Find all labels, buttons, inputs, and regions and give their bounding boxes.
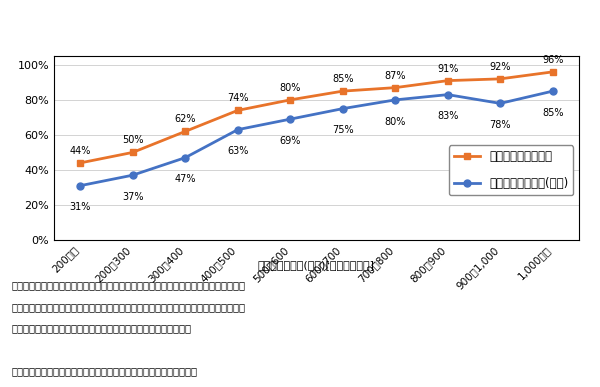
- 子どものいる割合(推計): [392, 98, 399, 102]
- 婚姻経験がある割合: [77, 161, 84, 165]
- Text: 74%: 74%: [227, 93, 248, 103]
- Line: 子どものいる割合(推計): 子どものいる割合(推計): [77, 88, 556, 189]
- Text: のいずれか）の子どもの有無は統計から直接得られないため、同じ年収の男性の: のいずれか）の子どもの有無は統計から直接得られないため、同じ年収の男性の: [12, 302, 246, 312]
- Text: （出所）総務省「令和４年就業構造基本調査」をもとに大和総研作成: （出所）総務省「令和４年就業構造基本調査」をもとに大和総研作成: [12, 366, 198, 376]
- Text: 85%: 85%: [332, 74, 353, 84]
- Text: 夫婦同居世帯における子どものいる割合をもって推計した。: 夫婦同居世帯における子どものいる割合をもって推計した。: [12, 323, 192, 333]
- Text: 50%: 50%: [122, 135, 143, 146]
- Text: 91%: 91%: [437, 64, 458, 74]
- 婚姻経験がある割合: [497, 77, 504, 81]
- 子どものいる割合(推計): [234, 127, 241, 132]
- 子どものいる割合(推計): [77, 183, 84, 188]
- Text: 80%: 80%: [280, 83, 301, 93]
- Text: 85%: 85%: [542, 108, 563, 118]
- Text: 80%: 80%: [385, 116, 406, 127]
- Text: 69%: 69%: [280, 136, 301, 146]
- Text: 75%: 75%: [332, 125, 353, 135]
- Text: 31%: 31%: [70, 202, 91, 212]
- 婚姻経験がある割合: [129, 150, 136, 155]
- Text: 62%: 62%: [175, 115, 196, 125]
- 婚姻経験がある割合: [549, 70, 556, 74]
- Text: 37%: 37%: [122, 192, 143, 202]
- Text: 87%: 87%: [385, 71, 406, 80]
- Text: 96%: 96%: [542, 55, 563, 65]
- 子どものいる割合(推計): [339, 106, 346, 111]
- Text: 92%: 92%: [490, 62, 511, 72]
- 子どものいる割合(推計): [182, 155, 189, 160]
- Text: 47%: 47%: [175, 174, 196, 184]
- Text: 63%: 63%: [227, 146, 248, 156]
- Text: 78%: 78%: [490, 120, 511, 130]
- 婚姻経験がある割合: [392, 85, 399, 90]
- Text: 83%: 83%: [437, 111, 458, 121]
- 婚姻経験がある割合: [444, 78, 451, 83]
- 子どものいる割合(推計): [444, 92, 451, 97]
- 婚姻経験がある割合: [287, 98, 294, 102]
- Line: 婚姻経験がある割合: 婚姻経験がある割合: [77, 68, 556, 166]
- 子どものいる割合(推計): [497, 101, 504, 106]
- 子どものいる割合(推計): [287, 117, 294, 122]
- Text: 男性本人の年収(万円)[有業者に限る]: 男性本人の年収(万円)[有業者に限る]: [258, 260, 375, 270]
- Text: （注）婚姻経験があり、かつ夫婦同居でない男性（単身赴任含む夫婦別居・離別・死別: （注）婚姻経験があり、かつ夫婦同居でない男性（単身赴任含む夫婦別居・離別・死別: [12, 280, 246, 290]
- 子どものいる割合(推計): [549, 89, 556, 93]
- 子どものいる割合(推計): [129, 173, 136, 178]
- Text: 40代男性の年収別、婚姻経験・子どもの有無の割合（2022年）: 40代男性の年収別、婚姻経験・子どもの有無の割合（2022年）: [9, 16, 264, 29]
- Text: 44%: 44%: [70, 146, 91, 156]
- 婚姻経験がある割合: [182, 129, 189, 134]
- 婚姻経験がある割合: [339, 89, 346, 93]
- Legend: 婚姻経験がある割合, 子どものいる割合(推計): 婚姻経験がある割合, 子どものいる割合(推計): [449, 145, 573, 195]
- 婚姻経験がある割合: [234, 108, 241, 113]
